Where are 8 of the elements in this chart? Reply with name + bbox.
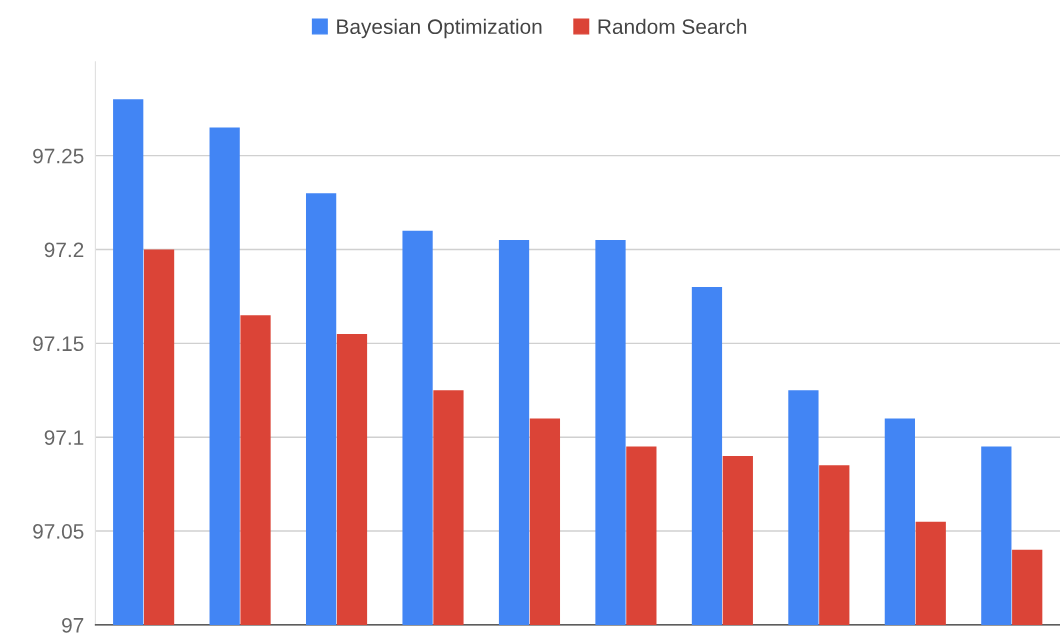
y-tick-label: 97.2 [44,242,84,258]
y-tick-label: 97 [62,617,84,633]
legend-label: Random Search [598,18,747,35]
y-tick-label: 97.15 [33,336,84,352]
y-tick-label: 97.25 [33,148,84,164]
y-tick-label: 97.05 [33,524,84,539]
y-tick-label: 97.1 [44,430,84,445]
legend-label: Bayesian Optimization [337,18,542,39]
